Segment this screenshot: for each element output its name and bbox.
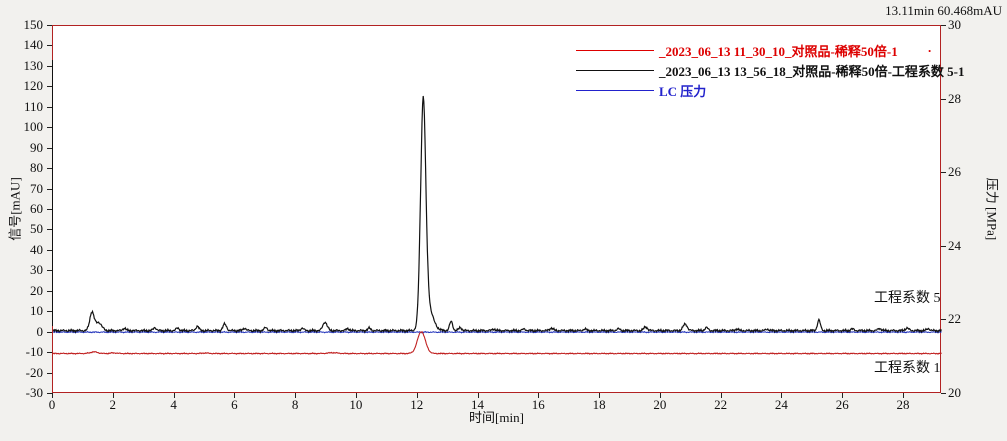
y-left-tick [47,393,52,394]
cursor-readout: 13.11min 60.468mAU [885,3,1002,18]
y-right-tick-label: 22 [948,311,961,327]
y-left-tick-label: 110 [23,98,43,114]
y-left-tick-label: 10 [30,303,43,319]
y-left-tick-label: 20 [30,282,43,298]
y-right-tick-label: 26 [948,164,961,180]
y-axis-right-title: 压力 [MPa] [984,177,1000,241]
y-axis-left-title: 信号[mAU] [7,177,23,241]
y-left-tick-label: -20 [25,364,43,380]
x-axis-title: 时间[min] [469,410,524,425]
y-left-tick-label: 100 [23,119,44,135]
trace-sample-1 [53,331,942,355]
y-left-tick-label: -10 [25,344,43,360]
y-left-tick-label: 130 [23,57,44,73]
traces-canvas [53,95,942,355]
y-left-tick-label: 90 [30,139,43,155]
y-right-tick-label: 20 [948,385,961,400]
legend-label-lc-pressure: LC 压力 [659,83,707,99]
legend-line-sample-2 [576,69,654,71]
y-left-tick-label: 40 [30,241,43,257]
legend-label-sample-2: _2023_06_13 13_56_18_对照品-稀释50倍-工程系数 5-1 [659,63,965,79]
legend-item-sample-1[interactable]: _2023_06_13 11_30_10_对照品-稀释50倍-1 [576,40,965,60]
legend-line-sample-1 [576,49,654,51]
legend-trailing-dot: . [928,40,932,55]
y-left-tick-label: 140 [23,37,44,53]
y-left-tick-label: 120 [23,78,44,94]
legend: _2023_06_13 11_30_10_对照品-稀释50倍-1 _2023_0… [576,40,965,100]
y-left-tick-label: 80 [30,160,43,176]
plot-area[interactable] [52,25,942,393]
y-right-tick-label: 30 [948,17,961,32]
y-right-tick-label: 24 [948,237,961,253]
y-left-tick-label: 30 [30,262,43,278]
trace-label-factor-1: 工程系数 1 [874,361,941,376]
y-axis-left-spine [52,60,53,326]
trace-sample-2 [53,95,942,334]
y-left-tick-label: -30 [25,385,43,400]
y-left-tick-label: 150 [23,17,44,32]
legend-item-lc-pressure[interactable]: LC 压力 [576,80,965,100]
trace-label-factor-5: 工程系数 5 [874,291,941,306]
legend-item-sample-2[interactable]: _2023_06_13 13_56_18_对照品-稀释50倍-工程系数 5-1 [576,60,965,80]
legend-line-lc-pressure [576,89,654,91]
y-left-tick-label: 0 [36,323,44,339]
legend-label-sample-1: _2023_06_13 11_30_10_对照品-稀释50倍-1 [659,43,898,59]
